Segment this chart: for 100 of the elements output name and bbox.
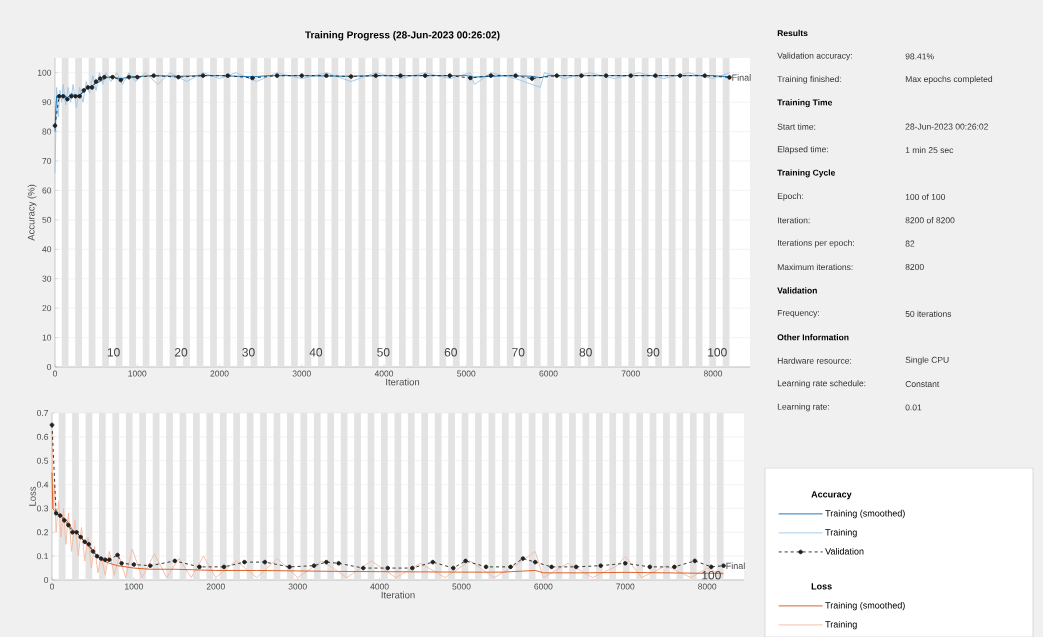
point <box>176 74 181 80</box>
annotation: 70 <box>512 348 525 357</box>
text: Training Time <box>777 99 833 108</box>
point <box>86 541 92 547</box>
y-tick-label: 50 <box>42 216 52 223</box>
point <box>311 563 317 568</box>
point <box>692 558 698 564</box>
legend-title: Accuracy <box>811 491 852 500</box>
y-tick-label: 30 <box>42 275 52 282</box>
y-tick-label: 0.1 <box>36 553 49 560</box>
point <box>709 564 714 570</box>
point <box>200 73 206 78</box>
point <box>151 73 156 78</box>
annotation: 20 <box>174 348 188 357</box>
text: Single CPU <box>905 356 949 365</box>
text: Maximum iterations: <box>777 263 853 271</box>
point <box>727 75 732 80</box>
point <box>430 559 436 565</box>
text: Hardware resource: <box>777 357 852 364</box>
point <box>110 74 115 80</box>
point <box>702 73 708 78</box>
text: Training finished: <box>777 75 841 84</box>
point <box>62 518 67 523</box>
legend-label: Validation <box>825 547 864 555</box>
x-tick-label: 1000 <box>128 370 147 377</box>
point <box>653 73 658 78</box>
y-tick-label: 90 <box>42 99 52 106</box>
point <box>677 73 683 78</box>
point <box>56 94 62 99</box>
point <box>549 564 554 570</box>
x-tick-label: 6000 <box>534 583 553 590</box>
y-tick-label: 40 <box>42 246 52 253</box>
point <box>410 565 415 571</box>
text: Max epochs completed <box>905 75 993 84</box>
text: Results <box>777 29 808 37</box>
point <box>721 563 726 568</box>
point <box>148 563 153 568</box>
point <box>89 85 95 90</box>
text: Start time: <box>777 123 816 130</box>
y-tick-label: 0 <box>47 363 52 370</box>
point <box>488 73 494 78</box>
point <box>60 94 66 99</box>
point <box>102 557 108 562</box>
point <box>299 73 304 78</box>
point <box>242 559 247 565</box>
point <box>69 94 74 99</box>
point <box>324 559 329 565</box>
point <box>81 88 87 93</box>
y-tick-label: 0.2 <box>36 529 49 536</box>
y-axis-title: Loss <box>29 486 36 506</box>
y-tick-label: 0.3 <box>36 505 49 512</box>
y-tick-label: 0 <box>44 577 49 583</box>
point <box>65 96 70 102</box>
x-tick-label: 2000 <box>210 370 229 377</box>
annotation: 40 <box>309 348 323 357</box>
point <box>385 565 391 571</box>
x-tick-label: 3000 <box>292 370 311 377</box>
annotation: 10 <box>107 348 120 357</box>
x-tick-label: 8000 <box>698 583 717 590</box>
y-tick-label: 80 <box>42 128 52 135</box>
x-tick-label: 6000 <box>539 370 558 377</box>
y-tick-label: 10 <box>42 334 52 341</box>
x-tick-label: 5000 <box>452 583 471 590</box>
x-tick-label: 7000 <box>616 583 635 590</box>
point <box>360 565 366 571</box>
point <box>373 73 379 78</box>
x-tick-label: 7000 <box>621 370 640 377</box>
legend-label: Training <box>825 528 857 538</box>
point <box>336 561 341 566</box>
x-tick-label: 2000 <box>206 583 225 590</box>
point <box>82 539 88 545</box>
point <box>573 564 579 570</box>
point <box>78 534 83 540</box>
x-tick-label: 1000 <box>125 583 144 590</box>
point <box>172 558 178 564</box>
y-tick-label: 100 <box>37 69 52 76</box>
point <box>287 564 292 570</box>
x-axis-title: Iteration <box>386 378 420 386</box>
annotation: 60 <box>444 348 457 357</box>
point <box>53 510 59 516</box>
y-tick-label: 20 <box>42 305 52 312</box>
text: 28-Jun-2023 00:26:02 <box>905 123 988 130</box>
x-tick-label: 4000 <box>370 583 389 590</box>
point <box>77 94 82 99</box>
x-tick-label: 5000 <box>457 370 476 377</box>
point <box>508 564 513 570</box>
point <box>348 74 354 79</box>
point <box>579 73 584 78</box>
point <box>483 564 489 570</box>
text: Learning rate schedule: <box>777 380 866 388</box>
y-tick-label: 0.7 <box>36 410 49 416</box>
point <box>262 559 268 565</box>
x-tick-label: 8000 <box>703 370 723 377</box>
legend-title: Loss <box>811 583 832 590</box>
text: Training Cycle <box>777 169 836 178</box>
point <box>85 85 91 90</box>
point <box>647 564 653 570</box>
point <box>463 558 468 564</box>
point <box>93 79 99 84</box>
y-tick-label: 0.6 <box>36 433 49 440</box>
